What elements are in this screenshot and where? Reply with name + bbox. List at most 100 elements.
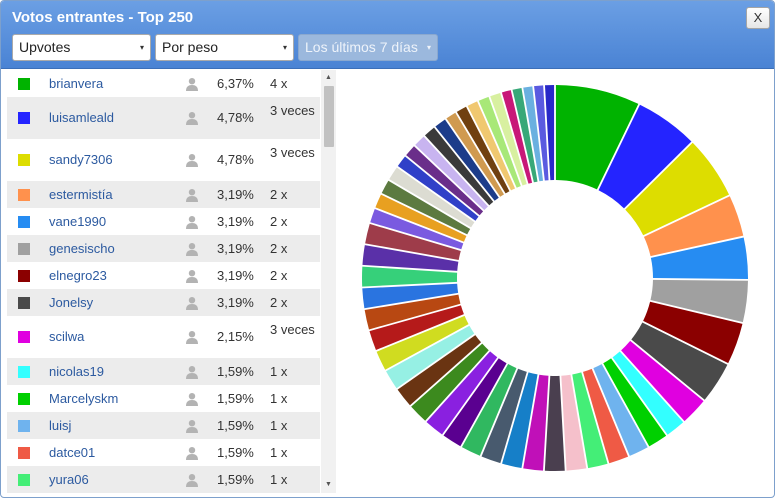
donut-slice[interactable] <box>361 266 458 287</box>
sort-select[interactable]: Por peso ▾ <box>155 34 294 61</box>
donut-slice[interactable] <box>362 245 459 271</box>
donut-slice[interactable] <box>490 92 527 186</box>
donut-slice[interactable] <box>478 96 521 188</box>
donut-slice[interactable] <box>370 209 464 250</box>
user-icon[interactable] <box>185 365 199 379</box>
donut-slice[interactable] <box>376 315 469 370</box>
user-icon[interactable] <box>185 269 199 283</box>
scroll-thumb[interactable] <box>324 86 334 147</box>
list-item[interactable]: Marcelyskm 1,59% 1 x <box>7 385 320 412</box>
donut-slice[interactable] <box>561 374 587 471</box>
donut-slice[interactable] <box>426 351 498 435</box>
donut-slice[interactable] <box>386 325 475 389</box>
donut-slice-luisamleald[interactable] <box>598 104 692 209</box>
donut-slice-vane1990[interactable] <box>650 237 749 279</box>
donut-slice[interactable] <box>375 194 467 242</box>
user-icon[interactable] <box>185 473 199 487</box>
donut-slice-yura06[interactable] <box>572 372 608 469</box>
list-item[interactable]: luisj 1,59% 1 x <box>7 412 320 439</box>
donut-slice[interactable] <box>424 127 494 206</box>
user-icon[interactable] <box>185 392 199 406</box>
donut-slice[interactable] <box>411 343 489 421</box>
voter-link[interactable]: datce01 <box>49 444 96 460</box>
donut-slice[interactable] <box>502 372 538 469</box>
donut-slice[interactable] <box>435 119 499 201</box>
donut-slice-datce01[interactable] <box>582 368 629 464</box>
list-item[interactable]: sandy7306 4,78% 3 veces <box>7 139 320 181</box>
user-icon[interactable] <box>185 188 199 202</box>
donut-slice-luisj[interactable] <box>593 364 648 456</box>
list-item[interactable]: estermistía 3,19% 2 x <box>7 181 320 208</box>
donut-slice[interactable] <box>544 85 555 181</box>
list-item[interactable]: scilwa 2,15% 3 veces <box>7 316 320 358</box>
user-icon[interactable] <box>185 77 199 91</box>
scroll-up-arrow-icon[interactable]: ▲ <box>325 74 332 81</box>
donut-slice[interactable] <box>364 294 461 330</box>
donut-slice-Marcelyskm[interactable] <box>603 358 667 447</box>
voter-link[interactable]: Marcelyskm <box>49 390 119 406</box>
donut-slice-genesischo[interactable] <box>650 279 748 323</box>
voter-link[interactable]: Jonelsy <box>49 294 94 310</box>
voter-link[interactable]: luisamleald <box>49 110 115 125</box>
voter-link[interactable]: vane1990 <box>49 213 107 229</box>
voter-link[interactable]: sandy7306 <box>49 152 113 167</box>
user-icon[interactable] <box>185 215 199 229</box>
vote-type-select[interactable]: Upvotes ▾ <box>12 34 151 61</box>
list-item[interactable]: vane1990 3,19% 2 x <box>7 208 320 235</box>
donut-slice[interactable] <box>415 136 488 211</box>
voter-link[interactable]: yura06 <box>49 471 89 487</box>
user-icon[interactable] <box>185 419 199 433</box>
donut-slice[interactable] <box>381 180 471 235</box>
list-item[interactable]: elnegro23 3,19% 2 x <box>7 262 320 289</box>
donut-slice[interactable] <box>446 112 504 197</box>
donut-slice[interactable] <box>481 368 527 464</box>
voter-link[interactable]: elnegro23 <box>49 267 107 283</box>
donut-slice[interactable] <box>365 223 461 260</box>
donut-slice-scilwa[interactable] <box>621 340 704 422</box>
donut-slice[interactable] <box>362 283 459 309</box>
period-select[interactable]: Los últimos 7 días ▾ <box>298 34 438 61</box>
donut-slice[interactable] <box>544 375 565 471</box>
donut-slice[interactable] <box>461 364 517 456</box>
donut-slice-nicolas19[interactable] <box>612 351 684 435</box>
donut-slice[interactable] <box>406 146 484 216</box>
donut-slice[interactable] <box>397 335 482 406</box>
voter-link[interactable]: luisj <box>49 417 72 433</box>
donut-slice[interactable] <box>523 86 544 182</box>
list-item[interactable]: genesischo 3,19% 2 x <box>7 235 320 262</box>
list-item[interactable]: luisamleald 4,78% 3 veces <box>7 97 320 139</box>
voter-link[interactable]: estermistía <box>49 186 113 202</box>
donut-slice[interactable] <box>467 101 516 191</box>
list-scrollbar[interactable]: ▲ ▼ <box>321 70 336 493</box>
list-item[interactable]: Jonelsy 3,19% 2 x <box>7 289 320 316</box>
donut-slice[interactable] <box>523 374 549 471</box>
list-item[interactable]: brianvera 6,37% 4 x <box>7 70 320 97</box>
donut-slice-brianvera[interactable] <box>555 85 639 190</box>
list-item[interactable]: datce01 1,59% 1 x <box>7 439 320 466</box>
user-icon[interactable] <box>185 111 199 125</box>
user-icon[interactable] <box>185 296 199 310</box>
list-item[interactable]: nicolas19 1,59% 1 x <box>7 358 320 385</box>
voter-link[interactable]: nicolas19 <box>49 363 104 379</box>
donut-slice[interactable] <box>512 87 538 183</box>
donut-slice[interactable] <box>501 90 533 184</box>
donut-slice[interactable] <box>397 156 479 221</box>
close-button[interactable]: X <box>746 7 770 29</box>
user-icon[interactable] <box>185 153 199 167</box>
voter-list[interactable]: brianvera 6,37% 4 x luisamleald 4,78% 3 veces… <box>7 70 337 493</box>
donut-slice[interactable] <box>456 106 510 194</box>
donut-slice[interactable] <box>369 305 464 351</box>
voter-link[interactable]: genesischo <box>49 240 115 256</box>
voter-link[interactable]: scilwa <box>49 329 85 344</box>
donut-slice-Jonelsy[interactable] <box>631 322 728 400</box>
donut-slice-sandy7306[interactable] <box>625 142 730 236</box>
donut-slice-estermistía[interactable] <box>643 196 744 257</box>
user-icon[interactable] <box>185 330 199 344</box>
donut-slice[interactable] <box>389 167 475 228</box>
donut-slice[interactable] <box>534 85 549 181</box>
user-icon[interactable] <box>185 242 199 256</box>
voter-link[interactable]: brianvera <box>49 75 104 91</box>
scroll-down-arrow-icon[interactable]: ▼ <box>325 481 332 488</box>
donut-slice-elnegro23[interactable] <box>643 301 743 364</box>
donut-slice[interactable] <box>443 358 507 447</box>
